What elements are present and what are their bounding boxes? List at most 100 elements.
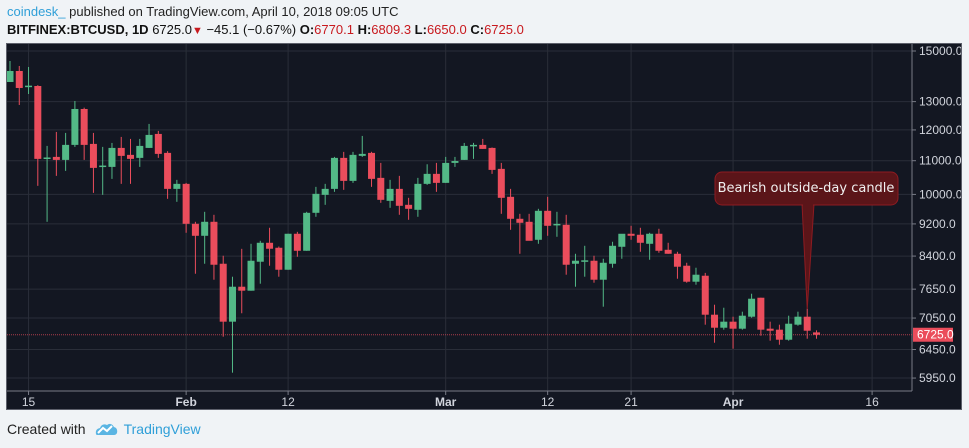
candle[interactable] — [683, 262, 691, 283]
candle[interactable] — [275, 246, 283, 277]
candle[interactable] — [609, 241, 617, 268]
candle[interactable] — [80, 107, 88, 160]
candlestick-chart[interactable]: 15000.0 13000.0 12000.0 11000.0 10000.0 9200.… — [7, 44, 961, 409]
candle[interactable] — [414, 177, 422, 217]
candle[interactable] — [127, 138, 135, 184]
candle[interactable] — [340, 151, 348, 190]
candle[interactable] — [738, 311, 746, 330]
candle[interactable] — [507, 188, 515, 230]
candle[interactable] — [395, 175, 403, 215]
candle[interactable] — [470, 142, 477, 159]
candle[interactable] — [238, 248, 246, 314]
candle[interactable] — [664, 242, 672, 254]
candle[interactable] — [711, 304, 719, 343]
candle[interactable] — [108, 142, 116, 179]
candle[interactable] — [562, 214, 570, 275]
candle[interactable] — [673, 251, 681, 279]
candle-body — [321, 188, 329, 195]
candle[interactable] — [154, 130, 162, 158]
candle[interactable] — [655, 228, 663, 253]
candle[interactable] — [405, 197, 413, 220]
candle-body — [497, 168, 505, 198]
candle[interactable] — [692, 267, 700, 285]
candle[interactable] — [803, 308, 811, 339]
candle[interactable] — [358, 135, 366, 157]
candle[interactable] — [256, 240, 264, 284]
candle[interactable] — [525, 213, 533, 241]
candle[interactable] — [117, 136, 125, 184]
candle[interactable] — [775, 324, 783, 345]
candle[interactable] — [618, 233, 626, 259]
candle[interactable] — [377, 162, 385, 203]
candle[interactable] — [729, 316, 737, 349]
candle[interactable] — [293, 231, 301, 257]
candle[interactable] — [646, 232, 654, 260]
candle[interactable] — [173, 179, 181, 202]
annotation-callout[interactable]: Bearish outside-day candle — [714, 171, 899, 310]
candle[interactable] — [432, 162, 440, 192]
candle[interactable] — [52, 131, 60, 176]
candle[interactable] — [627, 225, 635, 240]
candle[interactable] — [89, 132, 97, 193]
candle[interactable] — [720, 307, 728, 330]
candle[interactable] — [571, 253, 579, 287]
candle-body — [794, 316, 802, 325]
candle[interactable] — [210, 214, 218, 280]
candle[interactable] — [442, 156, 450, 183]
candle[interactable] — [228, 276, 236, 373]
candle[interactable] — [516, 213, 524, 254]
candle[interactable] — [349, 151, 357, 183]
candle[interactable] — [43, 145, 51, 222]
candle[interactable] — [312, 186, 320, 217]
candle[interactable] — [785, 315, 793, 341]
candle[interactable] — [386, 179, 394, 208]
candle[interactable] — [182, 182, 190, 233]
candle[interactable] — [321, 183, 329, 205]
candle-body — [210, 221, 218, 265]
candle-body — [738, 315, 746, 329]
candle[interactable] — [748, 293, 756, 318]
candle[interactable] — [553, 211, 561, 237]
candle[interactable] — [544, 196, 552, 236]
candle[interactable] — [701, 272, 709, 325]
candle[interactable] — [284, 233, 292, 270]
candle[interactable] — [164, 151, 172, 199]
candle[interactable] — [330, 156, 338, 192]
author-link[interactable]: coindesk_ — [7, 4, 66, 19]
candle-body — [683, 265, 691, 282]
candle[interactable] — [34, 85, 42, 186]
candle[interactable] — [219, 255, 227, 337]
candle[interactable] — [581, 245, 589, 277]
candle[interactable] — [479, 138, 487, 149]
candle[interactable] — [757, 297, 765, 336]
candle[interactable] — [497, 162, 505, 214]
candle[interactable] — [266, 227, 274, 266]
candle[interactable] — [599, 258, 607, 307]
candle[interactable] — [136, 138, 144, 167]
candle[interactable] — [636, 227, 644, 252]
candle[interactable] — [25, 66, 33, 94]
candle[interactable] — [534, 208, 542, 244]
candle[interactable] — [368, 151, 376, 187]
candle[interactable] — [423, 164, 431, 185]
candle[interactable] — [590, 255, 598, 283]
candle[interactable] — [62, 132, 70, 171]
candle[interactable] — [303, 211, 311, 251]
candle[interactable] — [191, 221, 199, 274]
candle[interactable] — [451, 156, 459, 167]
candle[interactable] — [201, 211, 209, 264]
candle[interactable] — [15, 65, 23, 105]
candle[interactable] — [460, 142, 468, 160]
candle[interactable] — [812, 330, 820, 339]
candle[interactable] — [145, 123, 153, 148]
candle[interactable] — [247, 243, 255, 291]
candle[interactable] — [99, 146, 107, 195]
candle[interactable] — [71, 100, 79, 147]
candle[interactable] — [7, 60, 14, 82]
candle[interactable] — [794, 311, 802, 326]
candle[interactable] — [766, 321, 774, 341]
chart-frame[interactable]: 15000.0 13000.0 12000.0 11000.0 10000.0 9200.… — [6, 43, 962, 410]
candle-body — [330, 157, 338, 189]
candle[interactable] — [488, 147, 496, 174]
tradingview-link[interactable]: TradingView — [94, 421, 201, 437]
